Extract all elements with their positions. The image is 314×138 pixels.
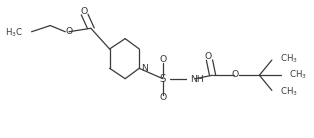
Text: S: S: [160, 74, 166, 84]
Text: CH$_3$: CH$_3$: [289, 69, 307, 81]
Text: H$_3$C: H$_3$C: [5, 26, 23, 39]
Text: NH: NH: [190, 75, 204, 84]
Text: O: O: [205, 52, 212, 61]
Text: CH$_3$: CH$_3$: [280, 53, 298, 65]
Text: O: O: [231, 70, 239, 79]
Text: N: N: [141, 64, 148, 73]
Text: O: O: [160, 55, 167, 64]
Text: O: O: [80, 6, 87, 16]
Text: O: O: [160, 93, 167, 102]
Text: O: O: [66, 27, 73, 36]
Text: CH$_3$: CH$_3$: [280, 85, 298, 98]
